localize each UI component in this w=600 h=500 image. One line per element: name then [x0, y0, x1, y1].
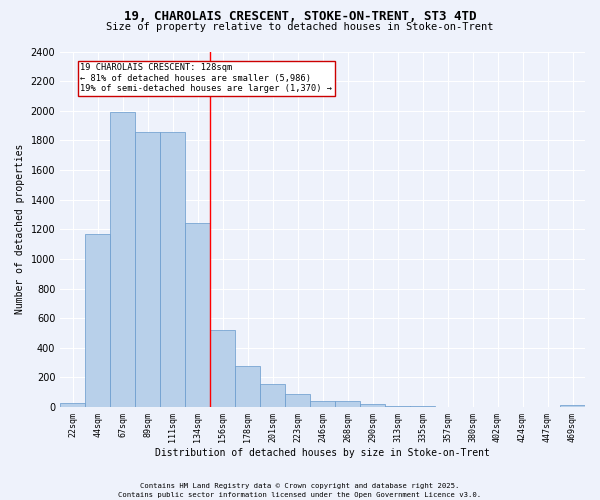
Bar — [135, 132, 160, 407]
Text: Size of property relative to detached houses in Stoke-on-Trent: Size of property relative to detached ho… — [106, 22, 494, 32]
Bar — [260, 384, 285, 407]
Bar — [360, 404, 385, 407]
Bar — [410, 406, 435, 407]
Bar — [235, 366, 260, 407]
Text: Contains public sector information licensed under the Open Government Licence v3: Contains public sector information licen… — [118, 492, 482, 498]
Bar — [160, 132, 185, 407]
Text: 19, CHAROLAIS CRESCENT, STOKE-ON-TRENT, ST3 4TD: 19, CHAROLAIS CRESCENT, STOKE-ON-TRENT, … — [124, 10, 476, 23]
Bar — [110, 112, 135, 407]
Bar — [185, 224, 210, 407]
X-axis label: Distribution of detached houses by size in Stoke-on-Trent: Distribution of detached houses by size … — [155, 448, 490, 458]
Bar — [85, 234, 110, 407]
Y-axis label: Number of detached properties: Number of detached properties — [15, 144, 25, 314]
Bar — [560, 405, 585, 407]
Bar — [210, 330, 235, 407]
Bar — [60, 404, 85, 407]
Bar — [285, 394, 310, 407]
Bar — [335, 402, 360, 407]
Bar — [385, 406, 410, 407]
Text: Contains HM Land Registry data © Crown copyright and database right 2025.: Contains HM Land Registry data © Crown c… — [140, 483, 460, 489]
Text: 19 CHAROLAIS CRESCENT: 128sqm
← 81% of detached houses are smaller (5,986)
19% o: 19 CHAROLAIS CRESCENT: 128sqm ← 81% of d… — [80, 64, 332, 93]
Bar — [310, 401, 335, 407]
